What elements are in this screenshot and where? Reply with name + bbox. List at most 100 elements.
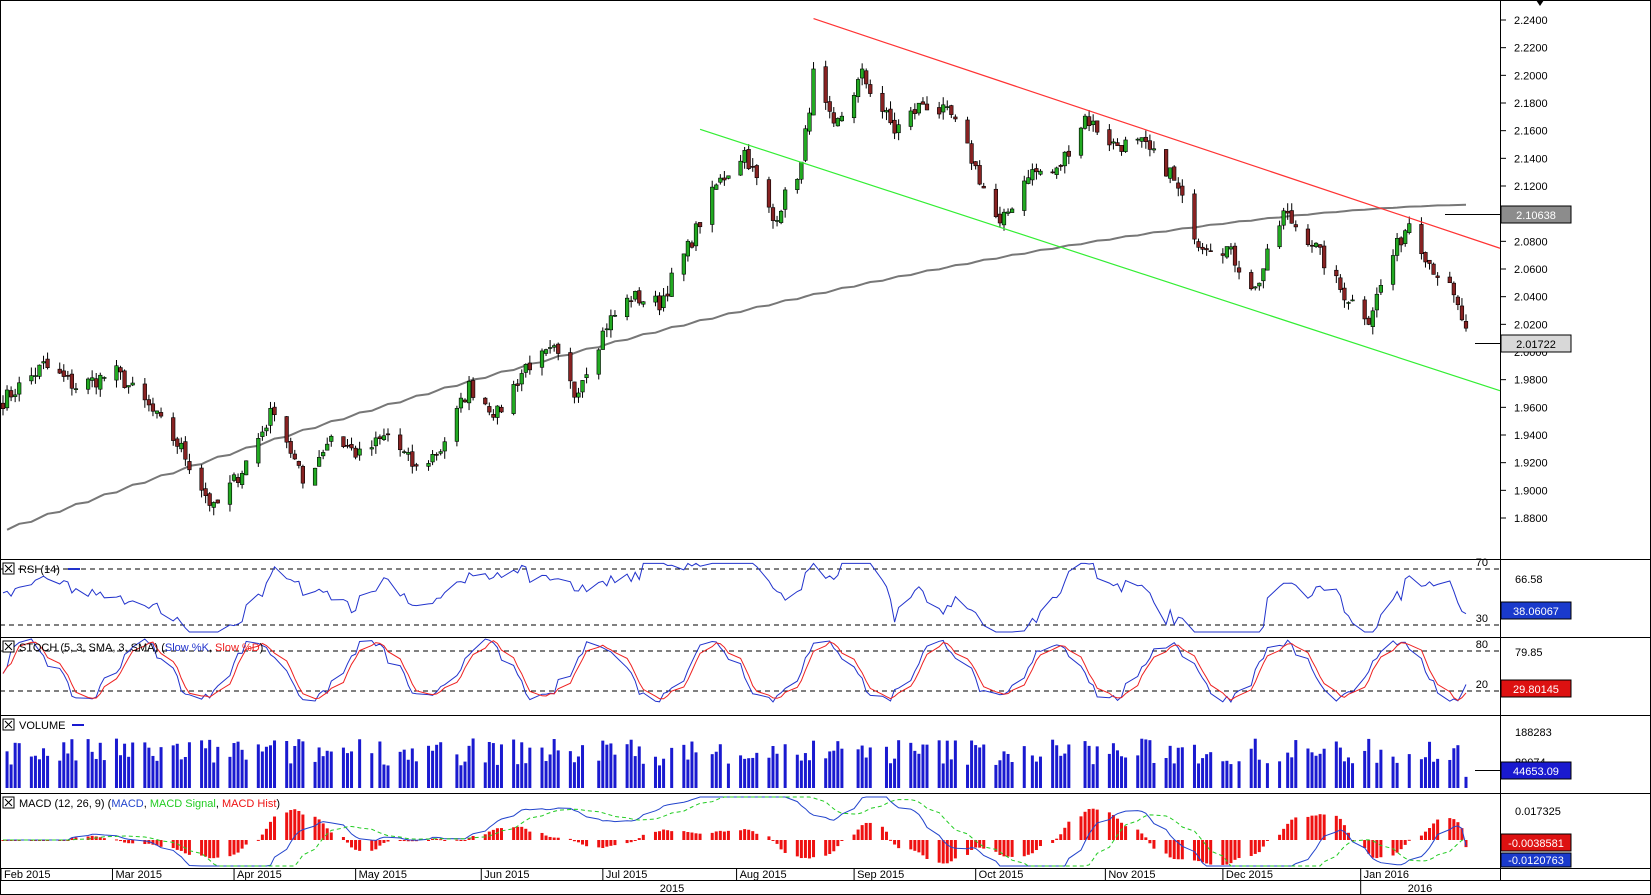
volume-bar (313, 761, 317, 788)
candle (1289, 203, 1294, 224)
candle (827, 95, 832, 119)
macd-hist-bar (386, 840, 390, 842)
volume-bar (289, 763, 293, 788)
volume-bar (151, 755, 155, 788)
candle (462, 398, 468, 403)
macd-hist-bar (544, 835, 548, 840)
macd-hist-bar (1026, 840, 1030, 855)
volume-bar (548, 754, 552, 788)
volume-bar (114, 738, 118, 788)
price-panel[interactable]: 2.2400 2.2200 2.2000 2.1800 2.1600 2.1400 2.12… (0, 0, 1572, 531)
macd-hist-bar (548, 836, 552, 840)
candle (608, 309, 613, 338)
macd-hist-bar (119, 840, 123, 842)
stochastic-panel[interactable]: STOCH (5, 3, SMA, 3, SMA) (Slow %K, Slow… (0, 638, 1572, 703)
volume-bar (682, 744, 686, 788)
macd-hist-bar (260, 834, 264, 840)
candle (398, 428, 403, 457)
macd-hist-bar (1038, 840, 1042, 847)
candle (377, 434, 382, 445)
candle (1309, 240, 1315, 253)
candle (288, 437, 293, 458)
volume-bar (572, 762, 576, 788)
macd-hist-bar (775, 840, 779, 844)
volume-value-box (1500, 761, 1572, 780)
macd-hist-bar (1030, 840, 1034, 854)
candle (1180, 179, 1185, 204)
volume-bar (232, 743, 236, 788)
candle (1451, 281, 1456, 303)
macd-hist-bar (1172, 840, 1176, 860)
macd-hist-bar (382, 840, 386, 843)
volume-panel[interactable]: VOLUME 188283 89074 44653.09 (2, 718, 1572, 788)
macd-hist-bar (864, 822, 868, 840)
price-tick-label: 2.0200 (1514, 319, 1548, 331)
volume-bar (260, 751, 264, 788)
resistance-trendline[interactable] (813, 18, 1501, 249)
last-price-label: 2.01722 (1516, 339, 1556, 351)
macd-hist-bar (1051, 840, 1055, 843)
candle (207, 492, 212, 512)
candle (657, 292, 662, 316)
macd-second-label: -0.0120763 (1508, 855, 1564, 867)
macd-hist-bar (439, 839, 443, 841)
macd-hist-bar (945, 840, 949, 864)
volume-bar (13, 742, 17, 788)
macd-hist-bar (378, 840, 382, 846)
macd-hist-bar (1310, 815, 1314, 840)
macd-hist-bar (807, 840, 811, 859)
candle (1362, 296, 1367, 326)
candle (491, 409, 496, 421)
candle (1338, 274, 1343, 293)
candle (612, 310, 618, 317)
macd-hist-bar (974, 840, 978, 848)
candle (912, 103, 917, 120)
volume-bar (795, 754, 799, 788)
volume-bar (439, 742, 443, 788)
volume-bar (552, 739, 556, 788)
macd-hist-bar (1034, 840, 1038, 851)
price-tick-label: 1.9000 (1514, 485, 1548, 497)
candle (726, 175, 731, 180)
macd-hist-bar (204, 840, 208, 857)
macd-histogram (1, 808, 1468, 865)
candle (864, 68, 869, 89)
rsi-panel[interactable]: RSI (14) 70 30 66.58 38.06067 (0, 557, 1572, 633)
macd-hist-bar (1257, 840, 1261, 853)
volume-bar (1055, 745, 1059, 788)
macd-hist-bar (264, 828, 268, 840)
macd-hist-bar (374, 840, 378, 850)
candle (750, 158, 755, 172)
candle (240, 470, 245, 489)
candle (353, 445, 358, 460)
candle (1058, 164, 1063, 171)
volume-bar (1172, 763, 1176, 788)
volume-bar (710, 754, 714, 788)
volume-bar (556, 750, 560, 788)
volume-bar (297, 739, 301, 788)
candle (941, 97, 946, 120)
month-label: Jul 2015 (606, 869, 648, 881)
macd-hist-bar (459, 840, 463, 841)
support-trendline[interactable] (699, 128, 1501, 392)
volume-bar (739, 755, 743, 788)
price-tick-label: 2.1400 (1514, 153, 1548, 165)
candle (1062, 151, 1067, 174)
month-label: Jan 2016 (1364, 869, 1409, 881)
macd-hist-bar (1314, 815, 1318, 840)
candle (1399, 236, 1404, 253)
price-tick-label: 1.8800 (1514, 513, 1548, 525)
volume-bar (410, 748, 414, 788)
scroll-marker-icon[interactable] (1536, 0, 1544, 6)
macd-hist-bar (726, 830, 730, 840)
macd-panel[interactable]: MACD (12, 26, 9) (MACD, MACD Signal, MAC… (1, 796, 1572, 868)
macd-hist-bar (658, 831, 662, 840)
volume-bar (1124, 757, 1128, 788)
candle (341, 436, 346, 449)
macd-hist-bar (313, 816, 317, 840)
candle (766, 176, 772, 213)
volume-bar (836, 741, 840, 788)
macd-hist-bar (1095, 809, 1099, 840)
stoch-value-box (1500, 679, 1572, 698)
macd-hist-bar (1432, 823, 1436, 840)
